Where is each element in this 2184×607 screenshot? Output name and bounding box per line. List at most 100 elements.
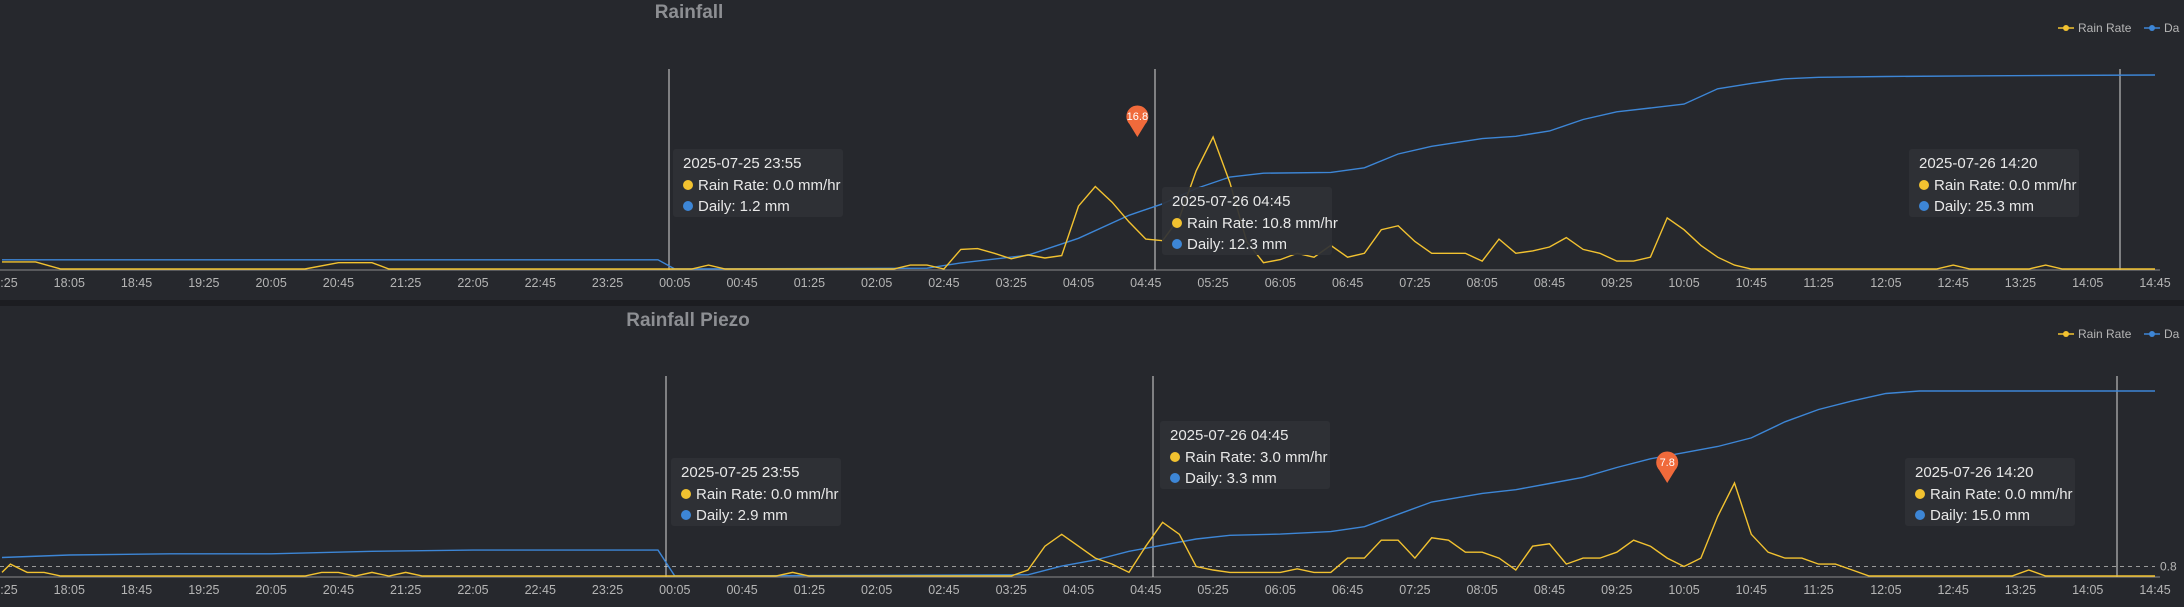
tooltip: 2025-07-26 04:45 Rain Rate: 10.8 mm/hr Dai… [1162,187,1338,255]
x-tick-label: 10:45 [1736,583,1767,597]
x-tick-label: 05:25 [1197,583,1228,597]
x-tick-label: 18:05 [54,276,85,290]
x-tick-label: 00:45 [726,276,757,290]
tooltip: 2025-07-25 23:55 Rain Rate: 0.0 mm/hr Dail… [671,458,841,526]
x-tick-label: 08:45 [1534,276,1565,290]
tooltip: 2025-07-26 14:20 Rain Rate: 0.0 mm/hr Dail… [1905,458,2075,526]
x-tick-label: 06:05 [1265,583,1296,597]
x-tick-label: 20:45 [323,583,354,597]
x-tick-label: 06:45 [1332,276,1363,290]
tooltip-time: 2025-07-25 23:55 [681,464,799,481]
x-tick-label: 12:05 [1870,583,1901,597]
x-tick-label: 07:25 [1399,276,1430,290]
legend-label-daily: Da [2164,21,2180,35]
legend-dot-rain-rate [2063,331,2069,337]
x-tick-label: 21:25 [390,276,421,290]
x-tick-label: 05:25 [1197,276,1228,290]
x-tick-label: 03:25 [996,583,1027,597]
rainfall-piezo-chart: Rainfall Piezo Rain Rate Da 17:25 18:05 18:45… [0,310,2180,597]
pin-value-label: 7.8 [1660,457,1675,469]
tooltip-dot-daily [1170,473,1180,483]
legend: Rain Rate Da [2058,21,2180,35]
legend-label-daily: Da [2164,327,2180,341]
chart-title: Rainfall Piezo [626,310,750,331]
tooltip-daily: Daily: 2.9 mm [696,507,788,524]
x-tick-label: 14:05 [2072,276,2103,290]
pin-value-label: 16.8 [1127,111,1148,123]
tooltip-rain-rate: Rain Rate: 0.0 mm/hr [1930,486,2073,503]
tooltip-rain-rate: Rain Rate: 10.8 mm/hr [1187,215,1338,232]
pin-marker-icon [1656,451,1679,483]
x-tick-label: 02:05 [861,276,892,290]
max-value-pin: 7.8 [1656,451,1679,483]
tooltip-dot-daily [1172,239,1182,249]
x-tick-label: 08:05 [1467,276,1498,290]
x-tick-label: 17:25 [0,583,18,597]
x-tick-label: 02:45 [928,276,959,290]
x-tick-label: 21:25 [390,583,421,597]
x-tick-label: 04:45 [1130,276,1161,290]
tooltip: 2025-07-26 04:45 Rain Rate: 3.0 mm/hr Dail… [1160,421,1330,489]
x-tick-label: 19:25 [188,583,219,597]
x-tick-label: 04:05 [1063,583,1094,597]
x-tick-label: 13:25 [2005,583,2036,597]
x-tick-label: 06:05 [1265,276,1296,290]
x-tick-label: 20:05 [255,276,286,290]
x-tick-label: 09:25 [1601,276,1632,290]
tooltip-dot-rain-rate [1915,489,1925,499]
legend-dot-rain-rate [2063,25,2069,31]
x-tick-label: 23:25 [592,276,623,290]
tooltip-time: 2025-07-26 14:20 [1919,155,2037,172]
tooltip-dot-daily [683,201,693,211]
x-tick-label: 02:05 [861,583,892,597]
x-tick-label: 10:45 [1736,276,1767,290]
tooltip-time: 2025-07-26 04:45 [1170,427,1288,444]
tooltip-rain-rate: Rain Rate: 0.0 mm/hr [1934,177,2077,194]
tooltip-dot-rain-rate [683,180,693,190]
x-tick-label: 22:05 [457,276,488,290]
x-tick-label: 01:25 [794,276,825,290]
x-tick-label: 20:45 [323,276,354,290]
tooltip-rain-rate: Rain Rate: 0.0 mm/hr [696,486,839,503]
tooltip-time: 2025-07-26 04:45 [1172,193,1290,210]
max-value-pin: 16.8 [1126,105,1149,137]
x-tick-label: 12:45 [1938,583,1969,597]
tooltip-rain-rate: Rain Rate: 0.0 mm/hr [698,177,841,194]
tooltip-dot-rain-rate [1172,218,1182,228]
tooltip-time: 2025-07-25 23:55 [683,155,801,172]
series-line-rain-rate [1,481,2155,577]
x-tick-label: 03:25 [996,276,1027,290]
tooltip: 2025-07-25 23:55 Rain Rate: 0.0 mm/hr Dail… [673,149,843,217]
tooltip-background [673,149,843,217]
x-tick-label: 14:05 [2072,583,2103,597]
x-tick-label: 14:45 [2139,276,2170,290]
legend-label-rain-rate: Rain Rate [2078,327,2132,341]
tooltip: 2025-07-26 14:20 Rain Rate: 0.0 mm/hr Dail… [1909,149,2079,217]
x-tick-label: 20:05 [255,583,286,597]
x-tick-label: 19:25 [188,276,219,290]
x-tick-label: 18:45 [121,583,152,597]
x-tick-label: 22:45 [525,583,556,597]
series-line-rain-rate [2,135,2155,270]
x-tick-label: 12:45 [1938,276,1969,290]
x-tick-label: 17:25 [0,276,18,290]
x-tick-label: 04:05 [1063,276,1094,290]
rainfall-chart: Rainfall Rain Rate Da 17:25 18:05 18:45 19:25 2… [0,2,2180,290]
x-tick-label: 10:05 [1668,583,1699,597]
tooltip-daily: Daily: 15.0 mm [1930,507,2030,524]
tooltip-dot-rain-rate [681,489,691,499]
x-tick-label: 22:45 [525,276,556,290]
tooltip-dot-daily [1919,201,1929,211]
series-line-daily [1,390,2155,577]
tooltip-background [1160,421,1330,489]
x-tick-label: 10:05 [1668,276,1699,290]
tooltip-daily: Daily: 12.3 mm [1187,236,1287,253]
tooltip-background [1905,458,2075,526]
x-tick-label: 07:25 [1399,583,1430,597]
x-tick-label: 00:05 [659,276,690,290]
x-tick-label: 01:25 [794,583,825,597]
threshold-label: 0.8 [2160,559,2177,573]
tooltip-dot-daily [681,510,691,520]
tooltip-dot-rain-rate [1170,452,1180,462]
x-tick-label: 02:45 [928,583,959,597]
